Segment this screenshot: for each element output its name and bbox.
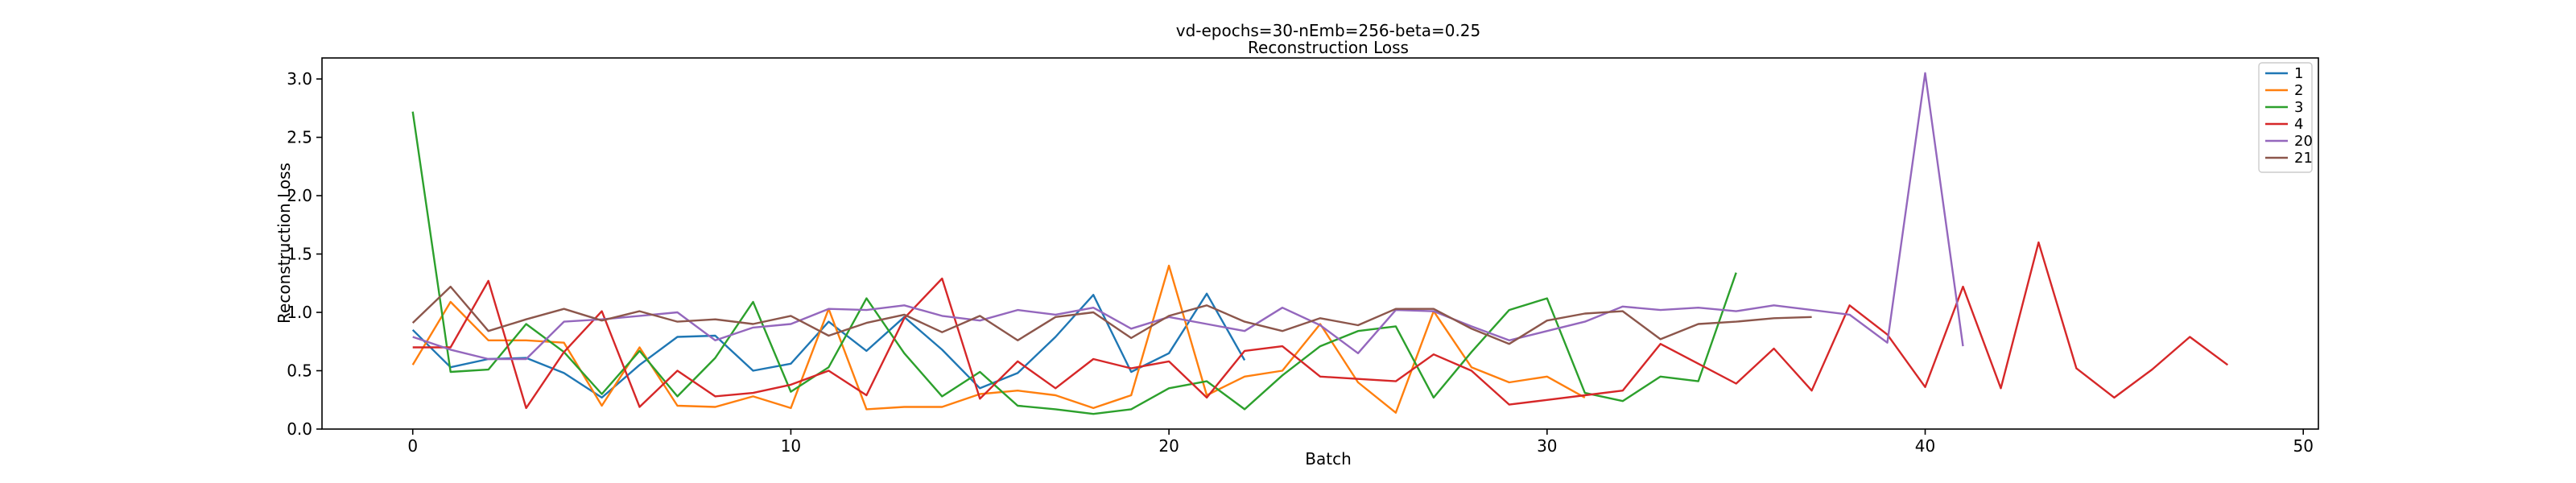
legend-label-2: 2 bbox=[2294, 82, 2303, 99]
x-tick-label: 0 bbox=[407, 436, 418, 456]
series-layer bbox=[411, 72, 2229, 415]
x-tick-label: 10 bbox=[781, 436, 801, 456]
axes-layer: 0 10 20 30 40 50 0.0 0.5 1.0 1.5 2.0 2.5 3.0 bbox=[287, 69, 2314, 456]
chart-subtitle: Reconstruction Loss bbox=[1248, 38, 1409, 57]
y-axis-label: Reconstruction Loss bbox=[275, 163, 294, 324]
legend-label-4: 4 bbox=[2294, 116, 2303, 133]
legend-label-1: 1 bbox=[2294, 65, 2303, 82]
y-tick-label: 2.5 bbox=[287, 128, 312, 147]
x-axis-label: Batch bbox=[1305, 449, 1352, 469]
y-tick-label: 0.5 bbox=[287, 361, 312, 381]
x-tick-label: 50 bbox=[2293, 436, 2313, 456]
legend-label-21: 21 bbox=[2294, 150, 2313, 167]
chart-title: vd-epochs=30-nEmb=256-beta=0.25 bbox=[1176, 21, 1481, 40]
plot-area-frame bbox=[321, 57, 2319, 430]
y-tick-label: 2.0 bbox=[287, 186, 312, 205]
y-tick-label: 3.0 bbox=[287, 69, 312, 89]
x-tick-label: 20 bbox=[1158, 436, 1179, 456]
x-tick-label: 40 bbox=[1915, 436, 1935, 456]
series-line-20 bbox=[412, 72, 1964, 361]
series-line-3 bbox=[411, 111, 1737, 415]
series-line-4 bbox=[412, 241, 2229, 410]
y-tick-label: 1.5 bbox=[287, 245, 312, 264]
series-line-21 bbox=[411, 285, 1812, 345]
series-line-2 bbox=[411, 264, 1586, 414]
y-tick-label: 1.0 bbox=[287, 303, 312, 322]
x-tick-label: 30 bbox=[1537, 436, 1557, 456]
y-tick-label: 0.0 bbox=[287, 419, 312, 439]
legend-label-3: 3 bbox=[2294, 99, 2303, 116]
legend-label-20: 20 bbox=[2294, 133, 2313, 150]
